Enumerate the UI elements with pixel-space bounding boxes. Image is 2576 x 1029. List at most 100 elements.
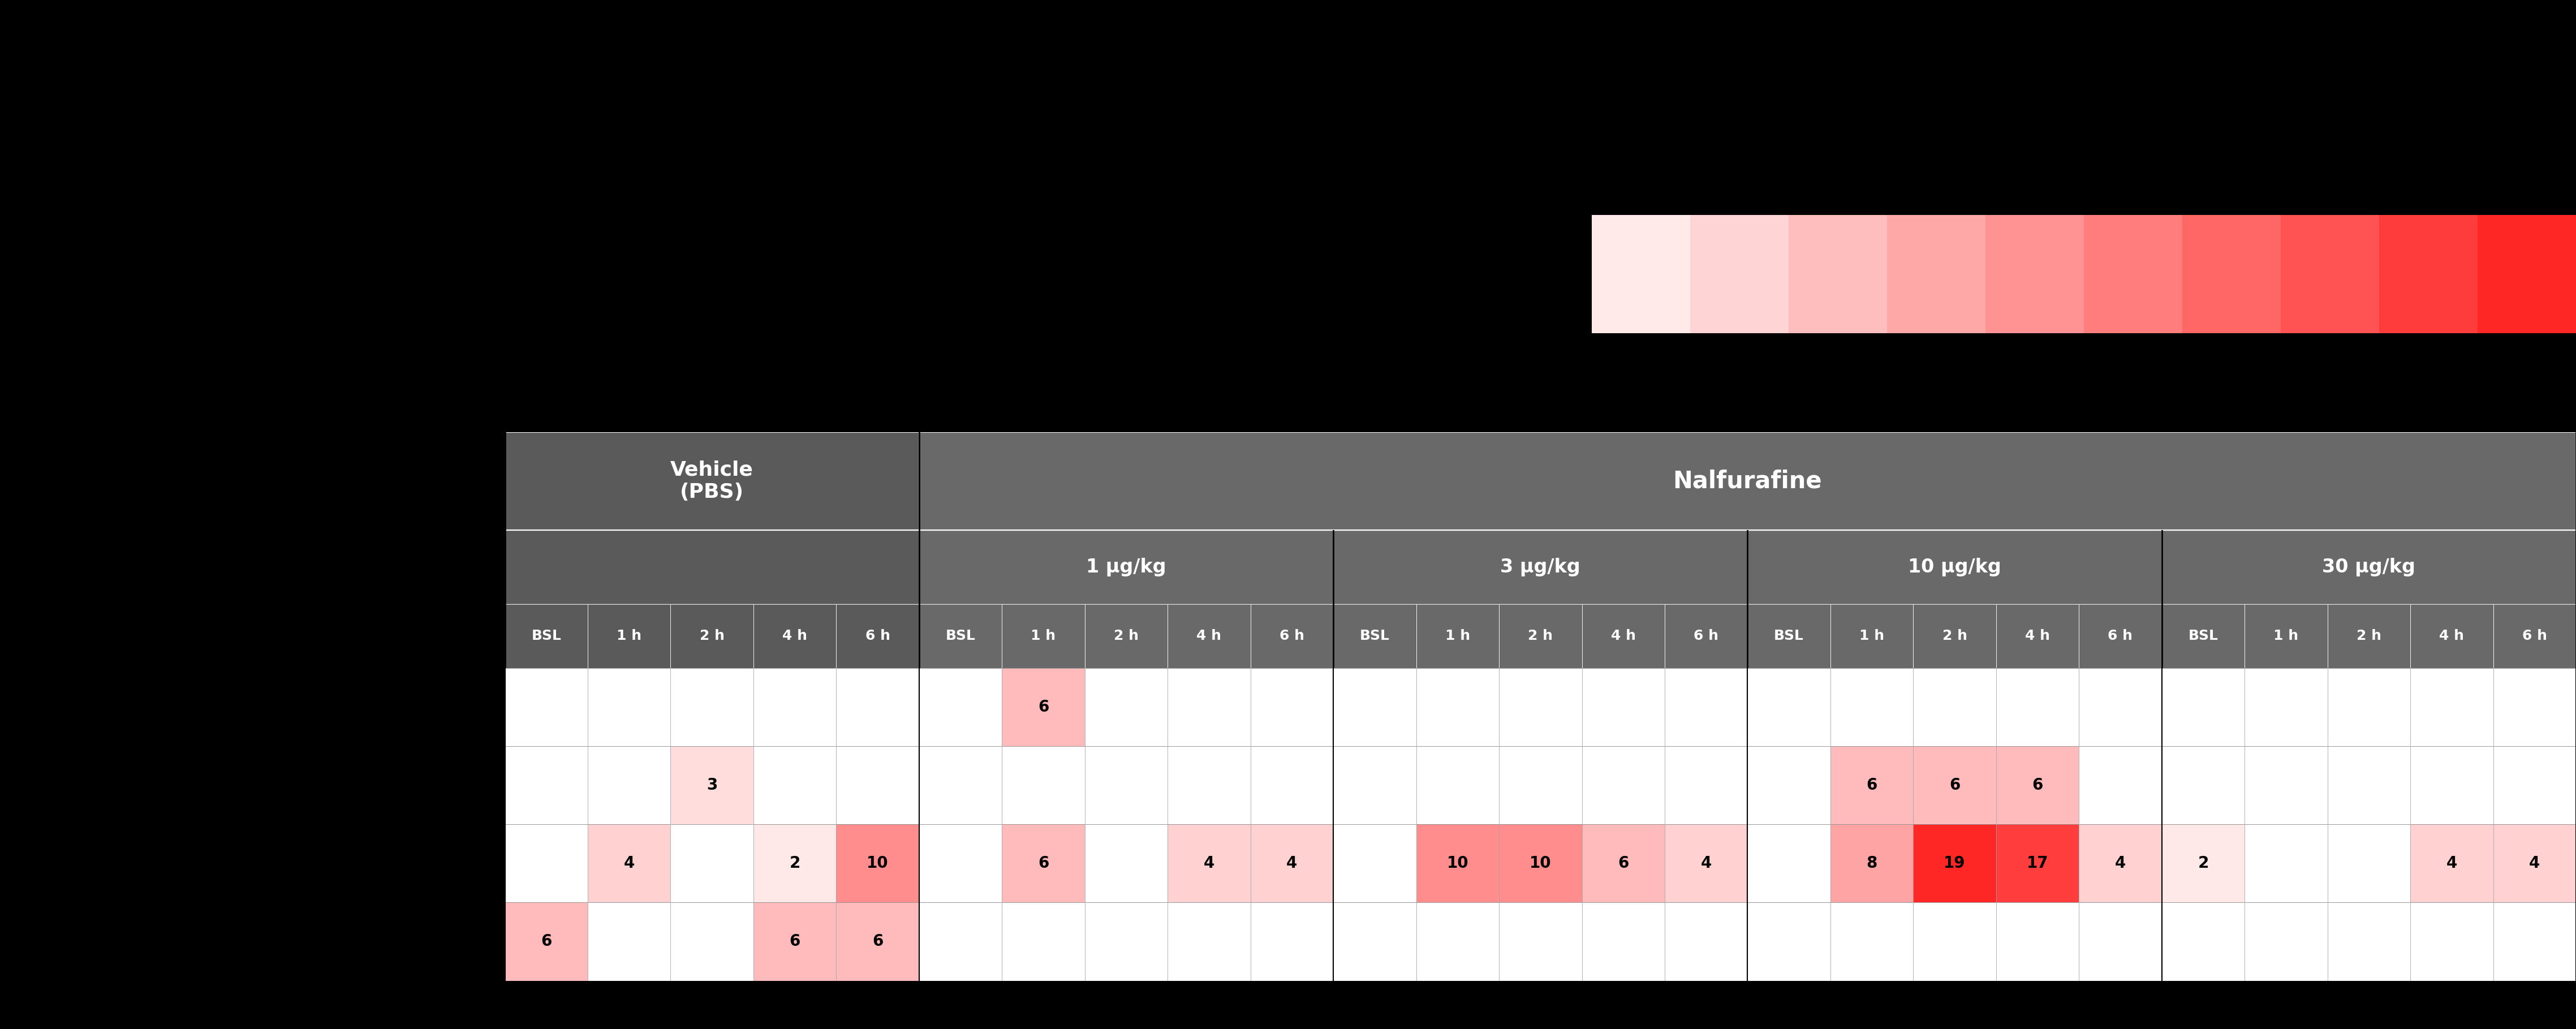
Text: 4: 4 xyxy=(1700,855,1710,872)
Bar xyxy=(670,604,752,668)
Bar xyxy=(587,902,670,981)
Bar xyxy=(837,902,920,981)
Bar xyxy=(920,530,1334,604)
Text: 6: 6 xyxy=(1950,777,1960,793)
Bar xyxy=(1571,144,1597,211)
Text: 4 h: 4 h xyxy=(2025,629,2050,643)
Bar xyxy=(2244,902,2329,981)
Text: 6: 6 xyxy=(1038,855,1048,872)
Text: 2 h: 2 h xyxy=(2357,629,2380,643)
Bar xyxy=(1832,902,1914,981)
Bar xyxy=(2161,668,2244,746)
Bar xyxy=(1084,902,1167,981)
Bar xyxy=(1582,604,1664,668)
Bar xyxy=(1582,746,1664,824)
Bar xyxy=(837,668,920,746)
Bar xyxy=(505,668,587,746)
Bar xyxy=(1090,141,1128,222)
Bar xyxy=(1002,668,1084,746)
Bar xyxy=(2494,668,2576,746)
Bar xyxy=(837,604,920,668)
Text: 6: 6 xyxy=(2032,777,2043,793)
Text: 30: 30 xyxy=(1826,348,1850,364)
Bar xyxy=(2280,215,2380,333)
Bar xyxy=(1664,902,1747,981)
Text: 1 h: 1 h xyxy=(1030,629,1056,643)
Bar xyxy=(587,604,670,668)
Bar xyxy=(752,604,837,668)
Text: 6: 6 xyxy=(1868,777,1878,793)
Bar xyxy=(1664,668,1747,746)
Text: 4 h: 4 h xyxy=(2439,629,2465,643)
Bar xyxy=(1002,604,1084,668)
Bar xyxy=(1747,530,2161,604)
Bar xyxy=(2411,824,2494,902)
Text: 6 h: 6 h xyxy=(2522,629,2548,643)
Text: BSL: BSL xyxy=(1360,629,1388,643)
Text: 6: 6 xyxy=(1618,855,1628,872)
Text: 10: 10 xyxy=(866,855,889,872)
Bar xyxy=(1914,604,1996,668)
Bar xyxy=(2380,215,2478,333)
Bar xyxy=(2079,824,2161,902)
Bar xyxy=(1664,746,1747,824)
Bar xyxy=(1334,604,1417,668)
Bar xyxy=(2161,902,2244,981)
Bar xyxy=(1747,902,1832,981)
Text: 4 h: 4 h xyxy=(1198,629,1221,643)
Bar xyxy=(2411,604,2494,668)
Bar xyxy=(752,746,837,824)
Text: 6 h: 6 h xyxy=(1280,629,1303,643)
Bar xyxy=(1996,668,2079,746)
Text: 2 h: 2 h xyxy=(1942,629,1968,643)
Bar xyxy=(1996,824,2079,902)
Bar xyxy=(1996,902,2079,981)
Bar xyxy=(1334,824,1417,902)
Bar xyxy=(2329,746,2411,824)
Bar xyxy=(587,824,670,902)
Bar xyxy=(837,824,920,902)
Bar xyxy=(2494,902,2576,981)
Bar xyxy=(505,432,920,530)
Bar xyxy=(1592,215,1690,333)
Text: 4: 4 xyxy=(1203,855,1213,872)
Bar xyxy=(1914,824,1996,902)
Bar xyxy=(2329,668,2411,746)
Bar xyxy=(1832,668,1914,746)
Bar xyxy=(2079,668,2161,746)
Bar xyxy=(1832,604,1914,668)
Text: 2 h: 2 h xyxy=(1113,629,1139,643)
Bar xyxy=(1582,824,1664,902)
Bar xyxy=(670,746,752,824)
Bar xyxy=(2329,824,2411,902)
Bar xyxy=(1499,604,1582,668)
Bar xyxy=(920,902,1002,981)
Text: BSL: BSL xyxy=(1775,629,1803,643)
Bar xyxy=(2244,144,2269,211)
Text: 20: 20 xyxy=(1728,348,1752,364)
Text: 10: 10 xyxy=(1631,348,1654,364)
Text: BSL: BSL xyxy=(945,629,976,643)
Bar xyxy=(920,746,1002,824)
Bar xyxy=(1914,746,1996,824)
Text: 6: 6 xyxy=(788,933,801,950)
Text: 10: 10 xyxy=(1448,855,1468,872)
Text: 100: 100 xyxy=(2509,348,2545,364)
Bar xyxy=(2329,604,2411,668)
Text: 1 μg/kg: 1 μg/kg xyxy=(1087,558,1167,576)
Text: Less Severe: Less Severe xyxy=(1412,167,1561,188)
Bar xyxy=(1747,746,1832,824)
Bar xyxy=(752,824,837,902)
Text: 6 h: 6 h xyxy=(2107,629,2133,643)
Bar xyxy=(1334,746,1417,824)
Text: 17: 17 xyxy=(2027,855,2048,872)
Text: Severity Score: Severity Score xyxy=(1834,44,2081,74)
Bar xyxy=(2161,530,2576,604)
Bar xyxy=(837,746,920,824)
Text: 4: 4 xyxy=(1285,855,1298,872)
Bar xyxy=(1417,668,1499,746)
Text: BSL: BSL xyxy=(2187,629,2218,643)
Bar xyxy=(1832,824,1914,902)
Text: 3: 3 xyxy=(706,777,719,793)
Bar xyxy=(1582,902,1664,981)
